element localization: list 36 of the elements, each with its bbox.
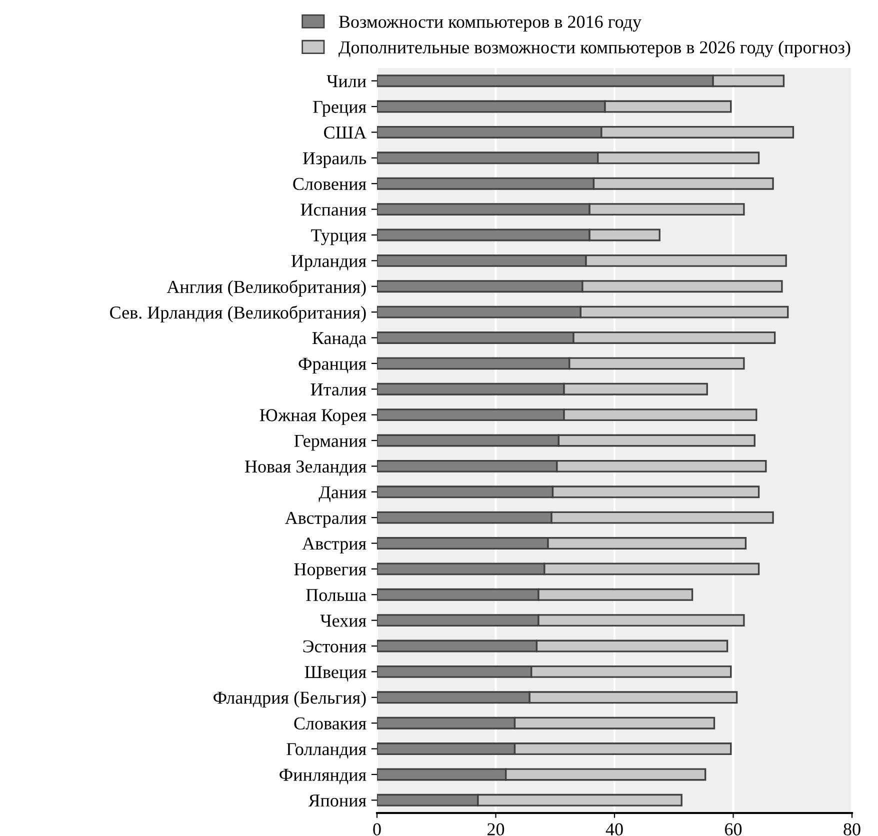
y-tick-label: Испания: [300, 204, 366, 216]
y-tick-label: Голландия: [286, 743, 366, 759]
x-tick-label: 20: [488, 823, 504, 836]
y-tick-label: Норвегия: [294, 563, 366, 580]
y-tick-label: Ирландия: [291, 255, 366, 271]
y-tick-label: Германия: [294, 434, 366, 451]
y-tick-label: Греция: [313, 100, 366, 117]
y-tick-label: Австрия: [302, 538, 366, 554]
y-tick-label: Финляндия: [280, 768, 366, 784]
y-tick-label: Дания: [318, 486, 366, 502]
x-tick-label: 0: [373, 823, 381, 836]
y-tick-label: Япония: [308, 794, 366, 807]
y-tick-label: Эстония: [303, 640, 366, 652]
y-tick-label: Швеция: [304, 666, 366, 682]
x-tick-label: 40: [606, 823, 623, 836]
y-tick-label: Англия (Великобритания): [166, 280, 366, 297]
y-tick-label: Словакия: [294, 717, 366, 730]
y-tick-label: Израиль: [302, 152, 366, 168]
y-tick-label: Сев. Ирландия (Великобритания): [110, 306, 366, 322]
y-tick-label: Франция: [298, 358, 366, 374]
legend-label: Дополнительные возможности компьютеров в 2026 году (прогноз): [338, 40, 850, 58]
y-tick-label: Новая Зеландия: [245, 460, 366, 476]
y-tick-label: Польша: [306, 589, 366, 602]
y-tick-label: Италия: [310, 384, 366, 396]
y-tick-label: США: [324, 126, 366, 139]
y-tick-label: Фландрия (Бельгия): [214, 691, 366, 708]
y-tick-label: Канада: [312, 332, 366, 348]
y-tick-label: Австралия: [285, 512, 366, 528]
x-tick-label: 60: [725, 823, 742, 836]
y-tick-label: Турция: [311, 229, 366, 246]
y-tick-label: Словения: [293, 178, 366, 190]
legend-label: Возможности компьютеров в 2016 году: [338, 16, 642, 32]
y-tick-label: Чехия: [320, 614, 366, 627]
y-tick-label: Чили: [326, 75, 366, 88]
y-tick-label: Южная Корея: [260, 409, 366, 425]
x-tick-label: 80: [844, 823, 860, 836]
